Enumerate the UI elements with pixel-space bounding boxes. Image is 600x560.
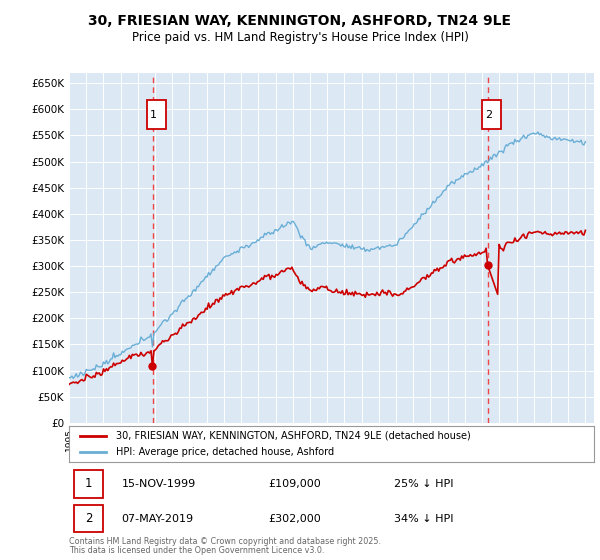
Text: £302,000: £302,000 xyxy=(269,514,321,524)
Text: Price paid vs. HM Land Registry's House Price Index (HPI): Price paid vs. HM Land Registry's House … xyxy=(131,31,469,44)
Text: 2: 2 xyxy=(485,110,492,120)
Text: £109,000: £109,000 xyxy=(269,479,321,489)
Text: 30, FRIESIAN WAY, KENNINGTON, ASHFORD, TN24 9LE (detached house): 30, FRIESIAN WAY, KENNINGTON, ASHFORD, T… xyxy=(116,431,471,441)
Text: HPI: Average price, detached house, Ashford: HPI: Average price, detached house, Ashf… xyxy=(116,447,334,457)
Text: 1: 1 xyxy=(150,110,157,120)
Text: 07-MAY-2019: 07-MAY-2019 xyxy=(121,514,194,524)
Text: 2: 2 xyxy=(85,512,92,525)
Text: 30, FRIESIAN WAY, KENNINGTON, ASHFORD, TN24 9LE: 30, FRIESIAN WAY, KENNINGTON, ASHFORD, T… xyxy=(89,14,511,28)
Text: 1: 1 xyxy=(85,477,92,491)
Text: 34% ↓ HPI: 34% ↓ HPI xyxy=(395,514,454,524)
Text: Contains HM Land Registry data © Crown copyright and database right 2025.: Contains HM Land Registry data © Crown c… xyxy=(69,538,381,547)
Text: This data is licensed under the Open Government Licence v3.0.: This data is licensed under the Open Gov… xyxy=(69,545,325,555)
Text: 25% ↓ HPI: 25% ↓ HPI xyxy=(395,479,454,489)
FancyBboxPatch shape xyxy=(74,505,103,533)
FancyBboxPatch shape xyxy=(482,100,501,129)
FancyBboxPatch shape xyxy=(74,470,103,498)
FancyBboxPatch shape xyxy=(147,100,166,129)
Text: 15-NOV-1999: 15-NOV-1999 xyxy=(121,479,196,489)
